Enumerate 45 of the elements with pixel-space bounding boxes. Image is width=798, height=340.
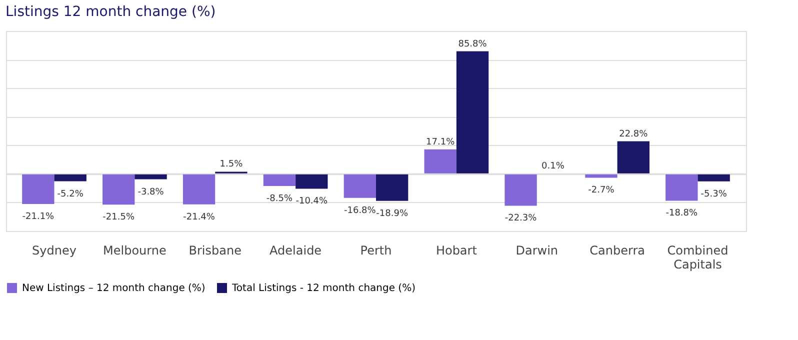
x-tick-label: Hobart bbox=[436, 244, 478, 258]
bar bbox=[666, 174, 698, 201]
data-label: 22.8% bbox=[619, 129, 648, 140]
data-label: -10.4% bbox=[296, 196, 328, 207]
data-label: 85.8% bbox=[458, 39, 488, 50]
data-label: -2.7% bbox=[588, 186, 615, 196]
legend-label: Total Listings - 12 month change (%) bbox=[231, 283, 416, 294]
data-label: 17.1% bbox=[426, 137, 456, 148]
data-label: -5.3% bbox=[700, 189, 728, 200]
x-tick-label: Brisbane bbox=[188, 244, 242, 258]
bar bbox=[263, 174, 296, 186]
x-tick-label: Perth bbox=[360, 244, 392, 258]
data-label: 1.5% bbox=[220, 160, 244, 170]
data-label: -21.5% bbox=[102, 212, 135, 223]
data-label: 0.1% bbox=[542, 162, 565, 172]
data-label: -18.8% bbox=[666, 208, 698, 219]
data-label: -21.1% bbox=[22, 212, 55, 222]
bar bbox=[22, 174, 54, 204]
bar bbox=[296, 174, 328, 189]
bar bbox=[134, 174, 167, 180]
bar bbox=[54, 174, 86, 182]
bar bbox=[424, 149, 456, 174]
bar bbox=[456, 51, 489, 174]
data-label: -21.4% bbox=[183, 212, 216, 222]
x-tick-label: Adelaide bbox=[270, 244, 322, 258]
chart-title: Listings 12 month change (%) bbox=[6, 4, 216, 20]
data-label: -22.3% bbox=[504, 214, 538, 224]
bar bbox=[698, 174, 730, 182]
bar bbox=[344, 174, 376, 198]
x-tick-label: Combined Capitals bbox=[667, 244, 728, 272]
bar bbox=[182, 174, 216, 204]
data-label: -16.8% bbox=[344, 206, 376, 216]
x-tick-label: Canberra bbox=[590, 244, 645, 258]
data-label: -18.9% bbox=[376, 208, 408, 219]
bar bbox=[504, 174, 537, 206]
bar bbox=[102, 174, 135, 205]
x-tick-label: Darwin bbox=[516, 244, 558, 258]
data-label: -3.8% bbox=[138, 187, 164, 198]
bar bbox=[617, 141, 650, 174]
data-label: -8.5% bbox=[266, 194, 293, 204]
x-tick-label: Melbourne bbox=[103, 244, 166, 258]
data-label: -5.2% bbox=[57, 189, 84, 200]
legend-label: New Listings – 12 month change (%) bbox=[22, 283, 206, 294]
bar bbox=[376, 174, 408, 201]
x-tick-label: Sydney bbox=[32, 244, 76, 258]
